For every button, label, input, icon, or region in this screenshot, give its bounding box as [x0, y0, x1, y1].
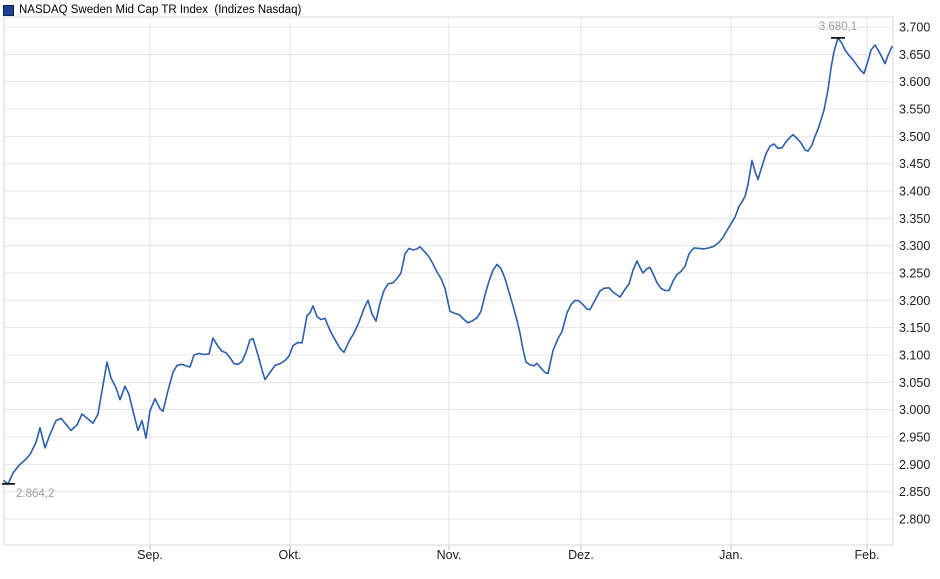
y-axis-label: 3.300 [899, 239, 930, 253]
chart-legend: NASDAQ Sweden Mid Cap TR Index (Indizes … [3, 3, 301, 17]
y-axis-label: 3.000 [899, 403, 930, 417]
legend-marker-icon [3, 4, 14, 16]
low-marker-label: 2.864,2 [16, 488, 54, 500]
y-axis-label: 3.100 [899, 349, 930, 363]
y-axis-label: 2.850 [899, 485, 930, 499]
y-axis-label: 3.700 [899, 21, 930, 35]
y-axis-label: 3.600 [899, 75, 930, 89]
x-axis-label: Dez. [568, 548, 594, 562]
y-axis-label: 3.550 [899, 103, 930, 117]
y-axis-label: 2.900 [899, 458, 930, 472]
x-axis-label: Jan. [719, 548, 743, 562]
plot-area[interactable] [4, 17, 893, 545]
y-axis-label: 3.450 [899, 157, 930, 171]
y-axis-label: 3.200 [899, 294, 930, 308]
y-axis-label: 3.350 [899, 212, 930, 226]
x-axis-label: Okt. [279, 548, 302, 562]
y-axis-label: 3.250 [899, 267, 930, 281]
y-axis-label: 3.150 [899, 321, 930, 335]
y-axis-label: 2.800 [899, 513, 930, 527]
y-axis-label: 3.400 [899, 185, 930, 199]
y-axis-label: 3.500 [899, 130, 930, 144]
y-axis-label: 3.650 [899, 48, 930, 62]
price-line [3, 37, 893, 485]
y-axis-label: 3.050 [899, 376, 930, 390]
x-axis-label: Nov. [437, 548, 462, 562]
x-axis-label: Feb. [854, 548, 879, 562]
plot-border [3, 16, 894, 546]
high-marker-label: 3.680,1 [819, 21, 857, 33]
x-axis-label: Sep. [137, 548, 163, 562]
y-axis-label: 2.950 [899, 431, 930, 445]
chart-title: NASDAQ Sweden Mid Cap TR Index (Indizes … [19, 4, 302, 16]
